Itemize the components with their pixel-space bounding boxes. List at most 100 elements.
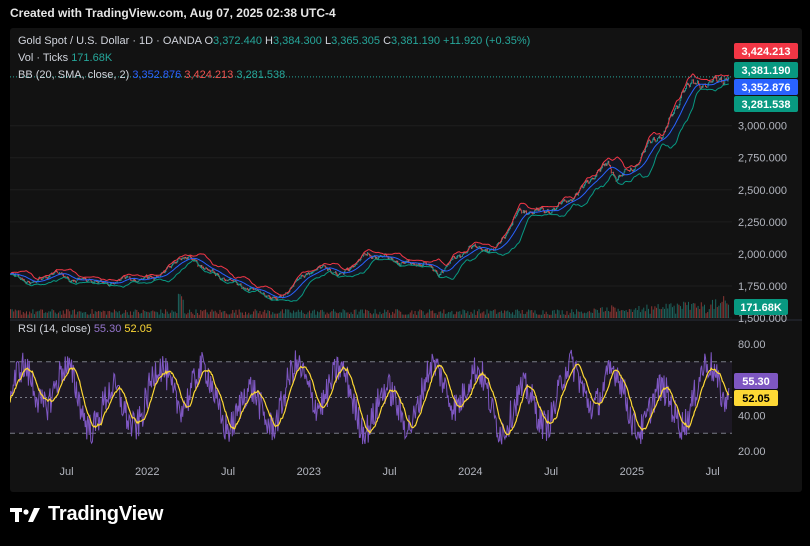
volume-bar xyxy=(553,310,555,318)
volume-bar xyxy=(99,311,101,318)
price-tag: 3,281.538 xyxy=(734,96,798,112)
volume-bar xyxy=(419,309,421,318)
volume-bar xyxy=(715,299,717,318)
volume-bar xyxy=(465,313,467,318)
volume-bar xyxy=(617,308,619,318)
volume-bar xyxy=(217,313,219,318)
volume-bar xyxy=(141,313,143,318)
volume-bar xyxy=(121,313,123,318)
volume-bar xyxy=(699,309,701,318)
price-tick-label: 2,500.000 xyxy=(738,185,787,197)
volume-bar xyxy=(425,313,427,318)
volume-bar xyxy=(185,314,187,318)
volume-bar xyxy=(125,310,127,318)
volume-bar xyxy=(176,313,178,318)
volume-bar xyxy=(211,309,213,318)
volume-bar xyxy=(539,314,541,318)
volume-bar xyxy=(468,314,470,318)
volume-bar xyxy=(388,312,390,318)
volume-bar xyxy=(107,311,109,318)
bb-lower-line xyxy=(10,83,729,302)
volume-bar xyxy=(534,310,536,318)
volume-bar xyxy=(197,313,199,318)
volume-bar xyxy=(344,310,346,318)
volume-bar xyxy=(101,312,103,318)
volume-bar xyxy=(155,311,157,318)
volume-bar xyxy=(38,310,40,318)
volume-bar xyxy=(150,311,152,318)
volume-bar xyxy=(689,309,691,318)
volume-bar xyxy=(508,312,510,318)
volume-bar xyxy=(537,314,539,318)
volume-bar xyxy=(294,312,296,318)
volume-bar xyxy=(526,311,528,318)
volume-bar xyxy=(249,314,251,318)
volume-bar xyxy=(219,309,221,318)
volume-bar xyxy=(483,311,485,318)
volume-bar xyxy=(710,304,712,318)
volume-bar xyxy=(441,313,443,318)
volume-bar xyxy=(657,304,659,318)
volume-bar xyxy=(516,309,518,318)
volume-bar xyxy=(656,307,658,318)
volume-bar xyxy=(317,311,319,318)
volume-bar xyxy=(208,314,210,318)
volume-bar xyxy=(285,309,287,318)
volume-bar xyxy=(428,309,430,318)
volume-bar xyxy=(193,314,195,318)
volume-bar xyxy=(275,313,277,318)
tradingview-logo[interactable]: TradingView xyxy=(10,503,163,526)
volume-bar xyxy=(454,314,456,318)
volume-bar xyxy=(160,309,162,318)
chart-canvas[interactable]: 1,500.000 1,750.000 2,000.000 2,250.000 2,50… xyxy=(10,28,802,492)
volume-bar xyxy=(117,312,119,318)
volume-bar xyxy=(443,309,445,318)
volume-bar xyxy=(718,305,720,318)
volume-bar xyxy=(325,314,327,318)
volume-bar xyxy=(195,309,197,318)
volume-bar xyxy=(614,307,616,318)
volume-bar xyxy=(582,313,584,318)
volume-bar xyxy=(313,309,315,318)
volume-bar xyxy=(53,310,55,318)
bb-basis-line xyxy=(10,79,729,299)
time-tick-label: 2023 xyxy=(297,466,321,478)
volume-bar xyxy=(408,314,410,318)
close-label: C xyxy=(383,35,392,47)
volume-bar xyxy=(668,304,670,318)
volume-bar xyxy=(33,314,35,318)
volume-bar xyxy=(588,310,590,318)
price-tag-box xyxy=(734,96,798,112)
volume-label: Vol · Ticks xyxy=(18,52,69,64)
volume-bar xyxy=(598,312,600,318)
volume-bar xyxy=(392,311,394,318)
volume-bar xyxy=(478,309,480,318)
volume-bar xyxy=(568,314,570,318)
volume-bar xyxy=(475,314,477,318)
volume-bar xyxy=(449,312,451,318)
volume-bar xyxy=(233,312,235,318)
volume-bar xyxy=(438,311,440,318)
volume-bar xyxy=(341,312,343,318)
volume-bar xyxy=(499,311,501,318)
volume-bar xyxy=(713,308,715,318)
volume-bar xyxy=(670,303,672,318)
volume-bar xyxy=(45,312,47,318)
volume-bar xyxy=(727,304,729,318)
volume-bar xyxy=(35,311,37,318)
price-tag: 3,424.213 xyxy=(734,43,798,59)
bb-upper-value: 3,424.213 xyxy=(184,69,234,81)
time-tick-label: Jul xyxy=(221,466,235,478)
volume-bar xyxy=(480,313,482,318)
bb-basis-value: 3,352.876 xyxy=(132,69,182,81)
high-label: H xyxy=(265,35,273,47)
bb-label: BB (20, SMA, close, 2) xyxy=(18,69,130,81)
volume-bar xyxy=(387,310,389,318)
volume-bar xyxy=(339,312,341,318)
volume-bar xyxy=(240,312,242,318)
volume-bar xyxy=(675,313,677,318)
volume-bar xyxy=(384,309,386,318)
volume-bar xyxy=(595,309,597,318)
volume-bar xyxy=(467,311,469,318)
volume-bar xyxy=(142,309,144,318)
